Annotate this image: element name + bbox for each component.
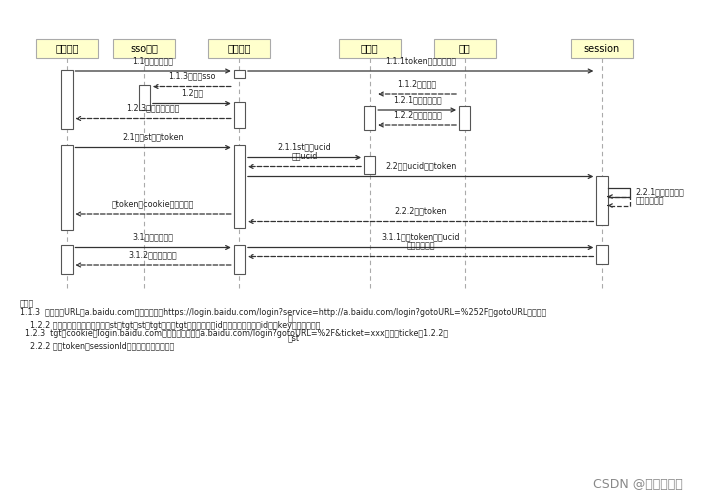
Bar [571, 39, 633, 58]
Text: 3.1获取业务数据: 3.1获取业务数据 [132, 232, 174, 241]
Bar [61, 145, 73, 230]
Bar [234, 145, 245, 228]
Text: 返回用户信息: 返回用户信息 [406, 242, 435, 250]
Text: 1.2登录: 1.2登录 [181, 88, 203, 98]
Text: 2.1.1st获取ucid: 2.1.1st获取ucid [277, 142, 332, 152]
Text: 2.2.1获取用户信息: 2.2.1获取用户信息 [636, 188, 684, 196]
Bar [61, 70, 73, 129]
Text: 业务后端: 业务后端 [227, 44, 251, 54]
Text: 2.1使用st申请token: 2.1使用st申请token [122, 132, 184, 141]
Bar [364, 156, 375, 174]
Bar [208, 39, 270, 58]
Text: 说明：: 说明： [20, 299, 34, 308]
Text: 种token于cookie，完成登录: 种token于cookie，完成登录 [112, 199, 194, 208]
Text: 1.2.3登录成功，跳回: 1.2.3登录成功，跳回 [127, 104, 180, 112]
Bar [459, 106, 470, 130]
Text: 1.1.3  例如业务URL为a.baidu.com重定向地址为https://login.baidu.com/login?service=http://a.b: 1.1.3 例如业务URL为a.baidu.com重定向地址为https://l… [20, 308, 546, 317]
Text: CSDN @代码讲故事: CSDN @代码讲故事 [593, 478, 683, 491]
Text: 1.2.1查询用户信息: 1.2.1查询用户信息 [393, 95, 441, 104]
Text: 账号: 账号 [459, 44, 470, 54]
Text: 2.2使用ucid申请token: 2.2使用ucid申请token [385, 162, 456, 170]
Text: 3.1.2返回业务数据: 3.1.2返回业务数据 [129, 250, 177, 259]
Text: 返回ucid: 返回ucid [291, 152, 318, 160]
Bar [339, 39, 401, 58]
Text: 1.2.2返回用户信息: 1.2.2返回用户信息 [393, 110, 441, 119]
Bar [36, 39, 98, 58]
Text: 业务前端: 业务前端 [55, 44, 79, 54]
Bar [234, 102, 245, 128]
Text: 1.1调用业务接口: 1.1调用业务接口 [132, 56, 174, 65]
Bar [434, 39, 496, 58]
Text: 息: 息 [287, 314, 292, 323]
Text: 3.1.1根据token获取ucid: 3.1.1根据token获取ucid [382, 232, 460, 241]
Text: 1.2.3  tgt种cookie于login.baidu.com，并冲重定向回为a.baidu.com/login?gotoURL=%2F&ticket=xx: 1.2.3 tgt种cookie于login.baidu.com，并冲重定向回为… [20, 328, 448, 338]
Text: sso前端: sso前端 [130, 44, 158, 54]
Bar [596, 176, 608, 225]
Text: 1.1.2查询失败: 1.1.2查询失败 [398, 79, 436, 88]
Bar [364, 106, 375, 130]
Text: 的st: 的st [287, 334, 299, 344]
Text: 1.2.2 返回用户信息后通行证生成st、tgt，st跟tgt映射，tgt映射用户信息id映射，并根据用户id作为key缓存用户信息: 1.2.2 返回用户信息后通行证生成st、tgt，st跟tgt映射，tgt映射用… [20, 321, 320, 330]
Text: 返回用户信息: 返回用户信息 [636, 196, 664, 205]
Text: 2.2.2返回token: 2.2.2返回token [394, 206, 447, 216]
Text: 1.1.1token查询用户信息: 1.1.1token查询用户信息 [385, 56, 456, 65]
Bar [596, 245, 608, 264]
Text: 1.1.3重定向sso: 1.1.3重定向sso [168, 72, 215, 80]
Text: session: session [584, 44, 620, 54]
Text: 通行证: 通行证 [360, 44, 379, 54]
Bar [139, 85, 150, 110]
Bar [234, 70, 245, 78]
Bar [61, 245, 73, 274]
Bar [234, 245, 245, 274]
Bar [113, 39, 175, 58]
Text: 2.2.2 存储token（sessionId）和用户信息的键值对: 2.2.2 存储token（sessionId）和用户信息的键值对 [20, 342, 174, 350]
